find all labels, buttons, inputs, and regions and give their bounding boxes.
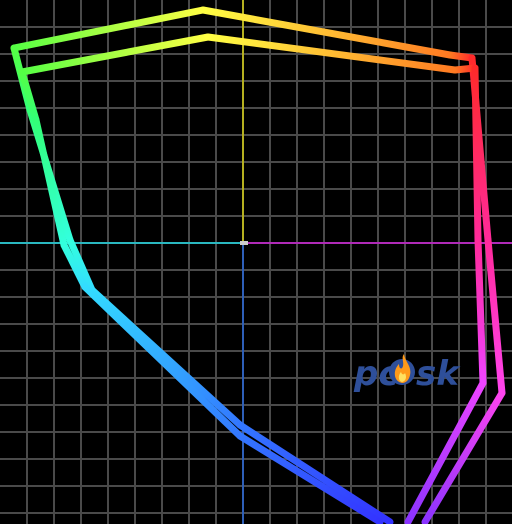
traces <box>10 6 506 524</box>
trace-segment <box>421 389 506 524</box>
trace-segment <box>484 236 506 397</box>
trace-segment <box>236 432 384 524</box>
trace-segment <box>32 116 68 249</box>
flame-icon <box>389 354 415 385</box>
trace-segment <box>66 236 96 294</box>
trace-segment <box>18 33 212 76</box>
trace-segment <box>18 68 40 124</box>
trace-segment <box>204 33 459 74</box>
watermark: pc sk <box>353 354 461 394</box>
trace-segment <box>474 236 487 387</box>
trace-segment <box>81 283 244 440</box>
trace-segment <box>236 421 394 524</box>
trace-segment <box>60 241 89 291</box>
trace-segment <box>88 286 244 429</box>
trace-segment <box>471 64 482 244</box>
trace-segment <box>10 6 207 52</box>
center-mark <box>240 241 248 245</box>
watermark-right: sk <box>416 354 461 394</box>
trace-segment <box>446 51 476 62</box>
trace-segment <box>199 6 454 59</box>
trace-segment <box>404 379 487 524</box>
